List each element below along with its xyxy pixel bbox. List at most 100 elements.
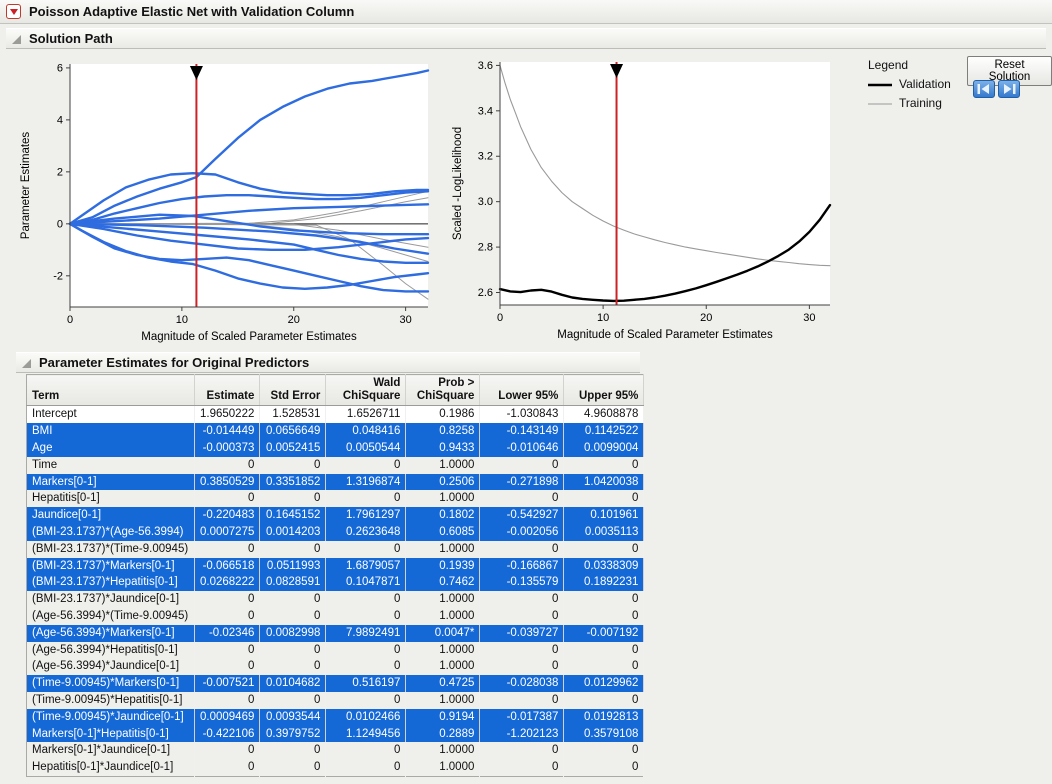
svg-text:3.2: 3.2 (478, 151, 493, 163)
disclosure-open-icon (22, 358, 31, 368)
table-row[interactable]: Age -0.000373 0.0052415 0.0050544 0.9433 -0.0… (26, 440, 645, 457)
svg-text:2: 2 (57, 166, 63, 178)
table-row[interactable]: (BMI-23.1737)*(Time-9.00945) 0 0 0 1.0000 0 0 (26, 540, 645, 558)
table-row[interactable]: (Age-56.3994)*Hepatitis[0-1] 0 0 0 1.0000 0 0 (26, 641, 645, 659)
solution-path-plot[interactable]: 0 10 20 30 -2 0 2 4 6 Magnitude of Scaled Paramet… (16, 52, 446, 348)
value-cell: 1.0000 (405, 608, 481, 625)
value-cell: 0.0007275 (194, 524, 261, 541)
validation-loglikelihood-plot[interactable]: 0 10 20 30 2.6 2.8 3.0 3.2 3.4 3.6 Magnitude of Sc… (448, 48, 850, 348)
legend-item-validation: Validation (868, 77, 951, 91)
step-back-button[interactable] (973, 80, 995, 98)
value-cell: -0.066518 (194, 557, 261, 575)
value-cell: -0.166867 (479, 557, 565, 575)
table-row[interactable]: (Time-9.00945)*Jaundice[0-1] 0.0009469 0.0… (26, 708, 645, 726)
value-cell: 0 (259, 641, 327, 659)
table-row[interactable]: (Age-56.3994)*(Time-9.00945) 0 0 0 1.0000 0 0 (26, 608, 645, 625)
value-cell: 0.2889 (405, 725, 481, 743)
table-row[interactable]: (Time-9.00945)*Markers[0-1] -0.007521 0.01… (26, 675, 645, 692)
disclosure-open-icon (12, 34, 21, 44)
table-row[interactable]: Hepatitis[0-1]*Jaundice[0-1] 0 0 0 1.0000 0 0 (26, 759, 645, 777)
table-row[interactable]: (BMI-23.1737)*Jaundice[0-1] 0 0 0 1.0000 0 0 (26, 591, 645, 608)
red-triangle-icon (9, 8, 18, 15)
value-cell: 0 (563, 608, 645, 625)
svg-text:Parameter Estimates: Parameter Estimates (20, 132, 32, 240)
value-cell: 0 (259, 658, 327, 676)
table-row[interactable]: (BMI-23.1737)*Hepatitis[0-1] 0.0268222 0.0… (26, 574, 645, 592)
value-cell: 1.1249456 (325, 725, 407, 743)
disclosure-button[interactable] (12, 34, 22, 44)
term-cell: Markers[0-1] (26, 473, 195, 491)
svg-text:30: 30 (400, 314, 412, 326)
term-cell: (BMI-23.1737)*(Time-9.00945) (26, 540, 195, 558)
term-cell: Intercept (26, 405, 195, 424)
term-cell: (BMI-23.1737)*(Age-56.3994) (26, 524, 195, 541)
table-row[interactable]: Hepatitis[0-1] 0 0 0 1.0000 0 0 (26, 490, 645, 508)
value-cell: 0 (259, 490, 327, 508)
value-cell: 0 (563, 691, 645, 709)
legend-label: Training (899, 96, 942, 110)
svg-text:Scaled -LogLikelihood: Scaled -LogLikelihood (452, 127, 464, 240)
value-cell: 0.1986 (405, 405, 481, 424)
value-cell: 0.7462 (405, 574, 481, 592)
value-cell: 1.3196874 (325, 473, 407, 491)
legend-item-training: Training (868, 96, 951, 110)
value-cell: 0 (325, 456, 407, 474)
value-cell: 0.0047* (405, 624, 481, 642)
table-row[interactable]: Markers[0-1] 0.3850529 0.3351852 1.3196874 0… (26, 473, 645, 491)
value-cell: -0.000373 (194, 440, 261, 457)
value-cell: 0 (479, 608, 565, 625)
table-row[interactable]: (BMI-23.1737)*Markers[0-1] -0.066518 0.051… (26, 557, 645, 575)
value-cell: 7.9892491 (325, 624, 407, 642)
table-row[interactable]: Markers[0-1]*Hepatitis[0-1] -0.422106 0.39… (26, 725, 645, 743)
training-line-swatch (868, 96, 892, 110)
term-cell: Markers[0-1]*Jaundice[0-1] (26, 742, 195, 760)
value-cell: 0.101961 (563, 507, 645, 525)
value-cell: -0.135579 (479, 574, 565, 592)
value-cell: 0.3579108 (563, 725, 645, 743)
disclosure-button[interactable] (22, 358, 32, 368)
value-cell: 1.0420038 (563, 473, 645, 491)
table-row[interactable]: Time 0 0 0 1.0000 0 0 (26, 456, 645, 474)
value-cell: 0.2623648 (325, 524, 407, 541)
table-row[interactable]: (Age-56.3994)*Markers[0-1] -0.02346 0.0082… (26, 624, 645, 642)
table-row[interactable]: (Time-9.00945)*Hepatitis[0-1] 0 0 0 1.0000 0 0 (26, 691, 645, 709)
legend-title: Legend (868, 58, 909, 72)
table-row[interactable]: BMI -0.014449 0.0656649 0.048416 0.8258 -0.14… (26, 423, 645, 441)
value-cell: 0 (325, 641, 407, 659)
table-row[interactable]: (Age-56.3994)*Jaundice[0-1] 0 0 0 1.0000 0 0 (26, 658, 645, 676)
term-cell: Hepatitis[0-1]*Jaundice[0-1] (26, 759, 195, 777)
value-cell: -0.02346 (194, 624, 261, 642)
table-row[interactable]: (BMI-23.1737)*(Age-56.3994) 0.0007275 0.00… (26, 524, 645, 541)
value-cell: 0.0050544 (325, 440, 407, 457)
parameter-estimates-table-container: Term Estimate Std Error Wald ChiSquare Prob … (26, 374, 645, 777)
value-cell: 0.0828591 (259, 574, 327, 592)
value-cell: 0.8258 (405, 423, 481, 441)
table-row[interactable]: Intercept 1.9650222 1.528531 1.6526711 0.198… (26, 405, 645, 424)
column-header: Prob > ChiSquare (405, 374, 481, 407)
table-row[interactable]: Markers[0-1]*Jaundice[0-1] 0 0 0 1.0000 0 0 (26, 742, 645, 760)
value-cell: 0 (194, 608, 261, 625)
svg-text:0: 0 (497, 312, 503, 324)
value-cell: 1.6526711 (325, 405, 407, 424)
value-cell: 0.2506 (405, 473, 481, 491)
svg-text:2.8: 2.8 (478, 242, 493, 254)
legend-label: Validation (899, 77, 951, 91)
svg-text:20: 20 (288, 314, 300, 326)
red-triangle-menu-button[interactable] (6, 4, 21, 19)
column-header: Estimate (194, 374, 261, 407)
value-cell: 0 (479, 742, 565, 760)
value-cell: 0.6085 (405, 524, 481, 541)
value-cell: 0.0009469 (194, 708, 261, 726)
value-cell: 0 (325, 759, 407, 777)
svg-text:0: 0 (57, 218, 63, 230)
value-cell: 0 (194, 490, 261, 508)
value-cell: 0.0014203 (259, 524, 327, 541)
value-cell: 1.0000 (405, 742, 481, 760)
value-cell: 0 (563, 490, 645, 508)
table-row[interactable]: Jaundice[0-1] -0.220483 0.1645152 1.7961297… (26, 507, 645, 525)
value-cell: 0 (194, 691, 261, 709)
step-forward-button[interactable] (998, 80, 1020, 98)
value-cell: 1.0000 (405, 456, 481, 474)
value-cell: 0.0052415 (259, 440, 327, 457)
value-cell: 1.0000 (405, 591, 481, 608)
